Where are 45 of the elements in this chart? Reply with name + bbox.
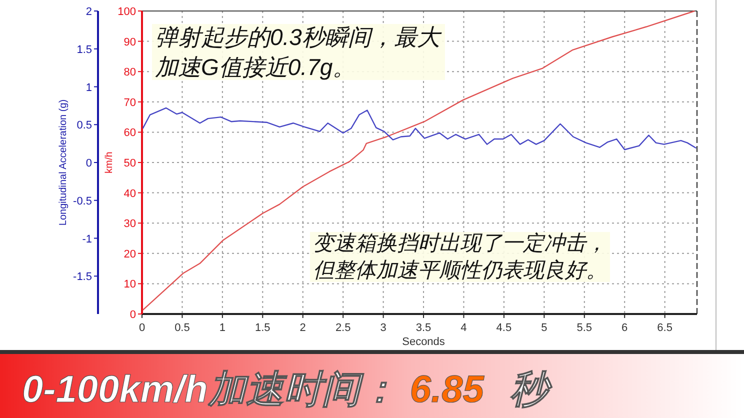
annotation: 加速G值接近0.7g。 bbox=[155, 54, 356, 80]
y2-tick-label: 0 bbox=[86, 158, 92, 170]
x-tick-label: 5 bbox=[541, 322, 548, 334]
y2-tick-label: 1.5 bbox=[76, 44, 92, 56]
x-tick-label: 4.5 bbox=[496, 322, 512, 334]
y-tick-label: 50 bbox=[124, 158, 136, 170]
y-tick-label: 40 bbox=[124, 188, 136, 200]
text: 0-100km/h加速时间： bbox=[22, 369, 398, 411]
y2-axis-title: Longitudinal Acceleration (g) bbox=[58, 99, 69, 226]
x-tick-label: 2.5 bbox=[335, 322, 351, 334]
y2-tick-label: 0.5 bbox=[76, 120, 92, 132]
y-tick-label: 30 bbox=[124, 218, 136, 230]
line-series bbox=[142, 107, 697, 150]
x-tick-label: 0 bbox=[138, 322, 146, 334]
y-tick-label: 60 bbox=[124, 127, 136, 140]
x-axis-title: Seconds bbox=[402, 336, 446, 348]
annotation: 变速箱换挡时出现了一定冲击， bbox=[313, 232, 607, 255]
y2-tick-label: -1.5 bbox=[73, 271, 92, 284]
x-tick-label: 2 bbox=[300, 322, 306, 334]
y-tick-label: 80 bbox=[124, 66, 136, 79]
y-tick-label: 90 bbox=[124, 36, 136, 48]
x-tick-label: 6 bbox=[622, 322, 628, 334]
y-tick-label: 100 bbox=[118, 6, 136, 18]
x-tick-label: 3 bbox=[380, 322, 386, 334]
x-tick-label: 1 bbox=[219, 322, 226, 334]
y-tick-label: 70 bbox=[124, 96, 136, 109]
y-axis-title: km/h bbox=[104, 152, 115, 174]
x-tick-label: 6.5 bbox=[657, 322, 672, 334]
x-tick-label: 1.5 bbox=[255, 322, 270, 334]
y-tick-label: 20 bbox=[124, 248, 136, 260]
annotation: 但整体加速平顺性仍表现良好。 bbox=[313, 259, 607, 282]
x-tick-label: 5.5 bbox=[576, 322, 592, 334]
x-tick-label: 0.5 bbox=[174, 322, 190, 334]
text: 6.85 bbox=[410, 369, 485, 411]
x-tick-label: 4 bbox=[460, 322, 467, 334]
x-tick-label: 3.5 bbox=[416, 322, 432, 334]
y-tick-label: 10 bbox=[124, 278, 136, 291]
line-series bbox=[142, 10, 696, 311]
y2-tick-label: -1 bbox=[82, 233, 92, 246]
text: 秒 bbox=[510, 369, 553, 411]
y2-tick-label: 1 bbox=[86, 82, 92, 94]
y2-tick-label: -0.5 bbox=[73, 195, 92, 208]
y-tick-label: 0 bbox=[130, 309, 136, 321]
annotation: 弹射起步的0.3秒瞬间，最大 bbox=[155, 24, 442, 50]
y2-tick-label: 2 bbox=[86, 6, 92, 18]
